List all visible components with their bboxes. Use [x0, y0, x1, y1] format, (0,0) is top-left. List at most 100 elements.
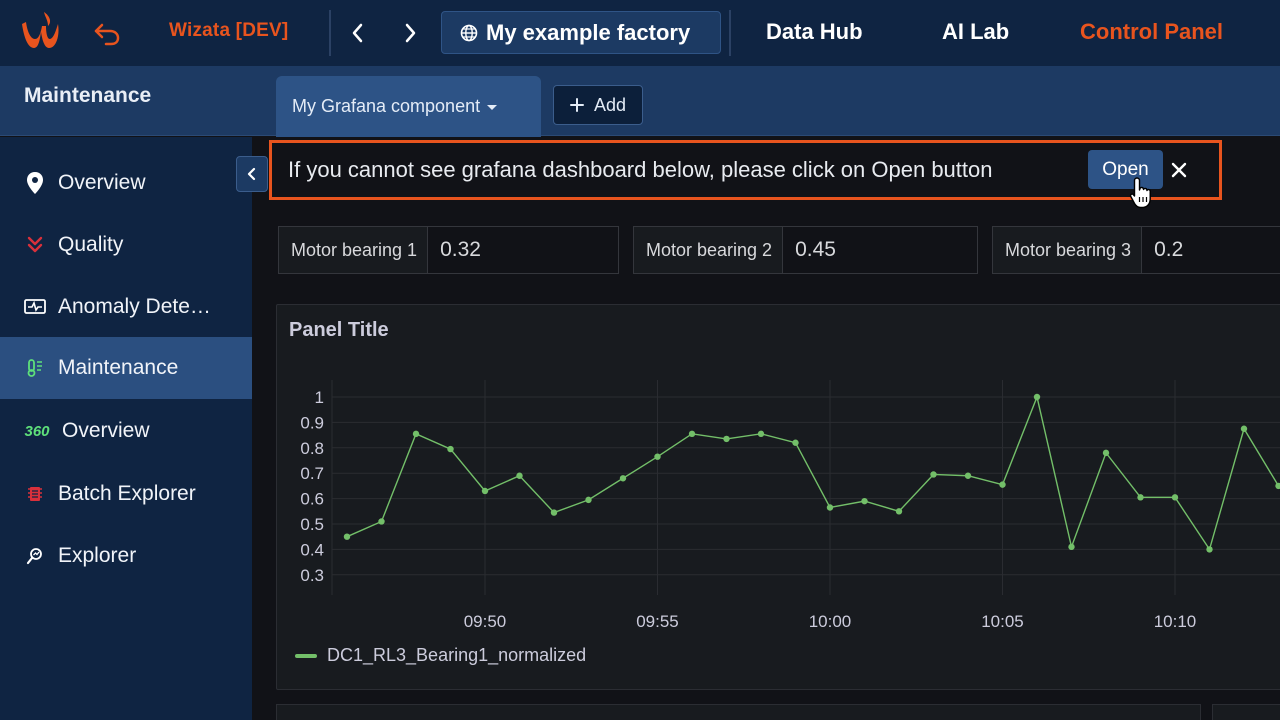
environment-name[interactable]: Wizata [DEV] — [169, 20, 289, 41]
tab-label: My Grafana component — [292, 96, 481, 116]
y-tick-label: 0.5 — [300, 515, 324, 534]
y-tick-label: 0.8 — [300, 439, 324, 458]
x-tick-label: 09:50 — [464, 612, 507, 631]
sidebar: Overview Quality Anomaly Dete… Maintenan… — [0, 137, 252, 720]
map-pin-icon — [24, 172, 46, 194]
caret-down-icon[interactable] — [486, 102, 498, 112]
data-point — [723, 435, 730, 443]
stat-value: 0.32 — [428, 227, 481, 273]
sidebar-item-anomaly-detection[interactable]: Anomaly Dete… — [0, 276, 252, 338]
data-point — [1240, 425, 1248, 432]
plus-icon — [569, 98, 584, 112]
data-point — [757, 430, 765, 438]
data-point — [826, 504, 834, 511]
data-point — [999, 481, 1006, 488]
chevron-left-icon[interactable] — [346, 20, 370, 46]
y-tick-label: 0.3 — [300, 566, 324, 585]
notice-message: If you cannot see grafana dashboard belo… — [288, 157, 993, 182]
stat-motor-bearing-2: Motor bearing 2 0.45 — [633, 226, 978, 274]
data-point — [1033, 393, 1041, 401]
y-tick-label: 0.7 — [300, 464, 324, 483]
nav-data-hub[interactable]: Data Hub — [766, 19, 863, 44]
sidebar-item-explorer[interactable]: Explorer — [0, 525, 252, 587]
stat-motor-bearing-1: Motor bearing 1 0.32 — [278, 226, 619, 274]
data-point — [1102, 449, 1110, 457]
data-point — [343, 533, 351, 540]
legend-label: DC1_RL3_Bearing1_normalized — [327, 645, 587, 665]
add-button[interactable]: Add — [553, 85, 643, 125]
divider — [329, 10, 331, 56]
x-tick-label: 10:05 — [981, 612, 1024, 631]
next-panel — [1212, 704, 1280, 720]
chart-legend[interactable]: DC1_RL3_Bearing1_normalized — [295, 645, 586, 666]
thermometer-icon — [24, 357, 46, 379]
open-label: Open — [1102, 158, 1149, 180]
add-label: Add — [593, 94, 627, 115]
factory-selector-button[interactable]: My example factory — [441, 11, 721, 54]
top-bar: Wizata [DEV] My example factory Data Hub… — [0, 0, 1280, 66]
data-point — [1275, 482, 1280, 490]
divider — [729, 10, 731, 56]
data-point — [792, 439, 799, 446]
data-point — [585, 496, 592, 504]
open-button[interactable]: Open — [1088, 150, 1163, 189]
collapse-sidebar-button[interactable] — [236, 156, 268, 192]
sidebar-item-label: Maintenance — [58, 356, 179, 379]
section-title: Maintenance — [24, 84, 152, 107]
legend-swatch — [295, 653, 317, 658]
sub-header: Maintenance My Grafana component Add — [0, 66, 1280, 137]
next-panel — [276, 704, 1201, 720]
data-point — [688, 430, 696, 438]
data-point — [481, 487, 489, 495]
line-chart: 1 0.9 0.8 0.7 0.6 0.5 0.4 0.3 09:50 09:55 10:00 10:… — [300, 380, 1280, 631]
sidebar-item-quality[interactable]: Quality — [0, 214, 252, 276]
data-point — [654, 453, 661, 460]
sidebar-item-label: Overview — [58, 171, 146, 194]
monitor-pulse-icon — [24, 296, 46, 318]
y-tick-label: 0.9 — [300, 413, 324, 432]
series-line — [346, 394, 1280, 552]
back-arrow-icon[interactable] — [92, 19, 122, 47]
wizata-logo-icon[interactable] — [18, 8, 64, 54]
data-point — [516, 472, 523, 479]
stat-name: Motor bearing 1 — [279, 227, 429, 273]
data-point — [895, 508, 903, 515]
nav-control-panel[interactable]: Control Panel — [1080, 19, 1224, 44]
chevron-right-icon[interactable] — [398, 20, 422, 46]
data-point — [861, 497, 868, 505]
double-chevron-down-icon — [24, 234, 46, 256]
panel-title: Panel Title — [289, 319, 389, 341]
data-point — [1206, 546, 1213, 553]
360-icon: 360 — [24, 422, 50, 440]
sidebar-item-label: Explorer — [58, 544, 137, 567]
data-point — [1068, 543, 1075, 551]
data-point — [930, 471, 937, 478]
data-point — [1137, 494, 1144, 501]
stat-motor-bearing-3: Motor bearing 3 0.2 — [992, 226, 1280, 274]
nav-ai-lab[interactable]: AI Lab — [942, 19, 1010, 44]
sidebar-item-label: Batch Explorer — [58, 482, 196, 505]
sidebar-item-batch-explorer[interactable]: Batch Explorer — [0, 463, 252, 525]
batch-icon — [24, 483, 46, 505]
data-point — [378, 518, 385, 525]
data-point — [1171, 494, 1179, 501]
grafana-notice-banner: If you cannot see grafana dashboard belo… — [269, 140, 1222, 200]
y-tick-label: 0.6 — [300, 490, 324, 509]
sidebar-item-maintenance[interactable]: Maintenance — [0, 337, 252, 399]
x-tick-label: 10:00 — [809, 612, 852, 631]
sidebar-item-label: Anomaly Dete… — [58, 295, 211, 318]
chevron-left-icon — [247, 167, 256, 181]
x-tick-label: 10:10 — [1154, 612, 1197, 631]
close-icon[interactable] — [1168, 155, 1190, 185]
factory-label: My example factory — [486, 19, 691, 45]
tab-grafana-component[interactable]: My Grafana component — [276, 76, 541, 137]
stat-name: Motor bearing 2 — [634, 227, 784, 273]
data-point — [619, 475, 627, 482]
sidebar-item-overview-360[interactable]: 360 Overview — [0, 400, 252, 462]
globe-icon — [460, 24, 478, 41]
sidebar-item-overview[interactable]: Overview — [0, 152, 252, 214]
data-point — [550, 509, 558, 516]
data-point — [412, 430, 420, 438]
y-tick-label: 0.4 — [300, 540, 324, 559]
hand-pointer-cursor-icon — [1129, 177, 1151, 209]
